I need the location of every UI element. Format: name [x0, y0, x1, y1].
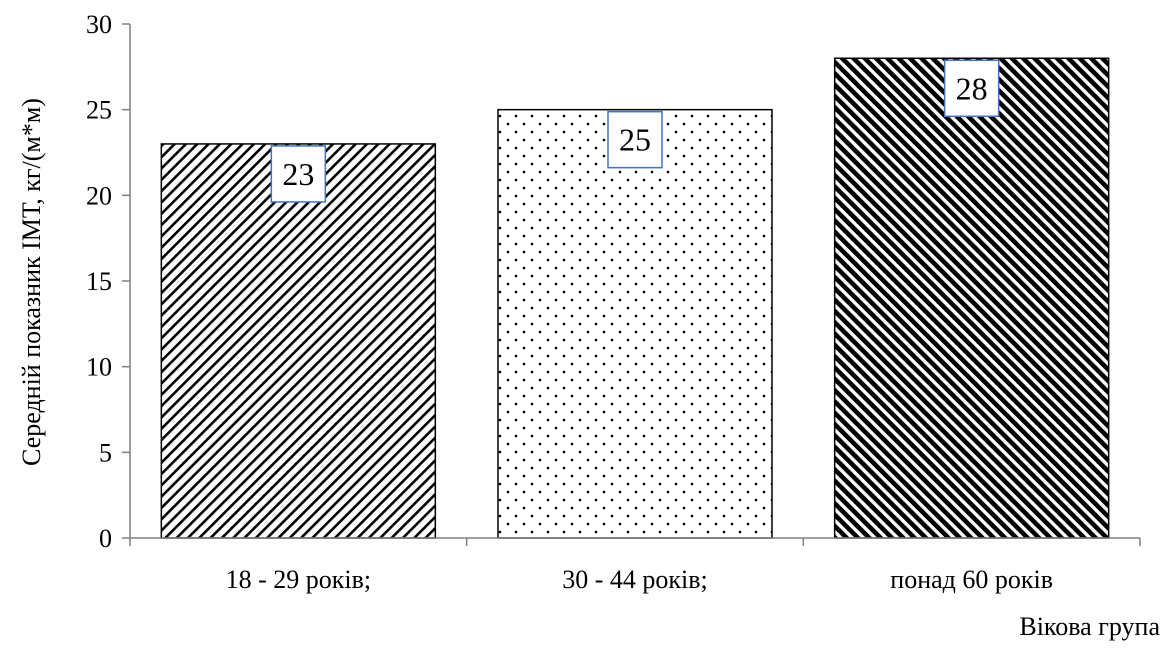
data-labels: 23 25 28	[270, 59, 1000, 203]
y-tick-label: 30	[86, 10, 112, 39]
data-label-box	[270, 145, 327, 203]
y-tick-label: 10	[86, 353, 112, 382]
x-axis	[129, 537, 1141, 546]
data-label-box	[607, 110, 663, 169]
y-tick-label: 0	[99, 524, 112, 553]
y-tick-label: 5	[99, 438, 112, 467]
x-tick-label: 18 - 29 років;	[226, 565, 372, 594]
y-axis-ticks: 0 5 10 15 20 25 30	[86, 10, 130, 553]
data-label: 28	[956, 70, 988, 106]
y-tick-label: 15	[86, 267, 112, 296]
x-axis-title: Вікова група	[1019, 612, 1160, 641]
y-tick-label: 20	[86, 181, 112, 210]
x-axis-labels: 18 - 29 років; 30 - 44 років; понад 60 рок…	[226, 565, 1053, 594]
x-tick-label: 30 - 44 років;	[562, 565, 708, 594]
bars	[160, 57, 1110, 539]
bar	[497, 108, 773, 539]
data-label: 25	[619, 122, 651, 158]
bar	[833, 57, 1110, 539]
data-label-box	[943, 59, 1000, 118]
bar	[160, 143, 437, 539]
data-label: 23	[282, 156, 314, 192]
y-tick-label: 25	[86, 96, 112, 125]
y-axis-title: Середній показник ІМТ, кг/(м*м)	[17, 98, 46, 466]
x-tick-label: понад 60 років	[890, 565, 1053, 594]
